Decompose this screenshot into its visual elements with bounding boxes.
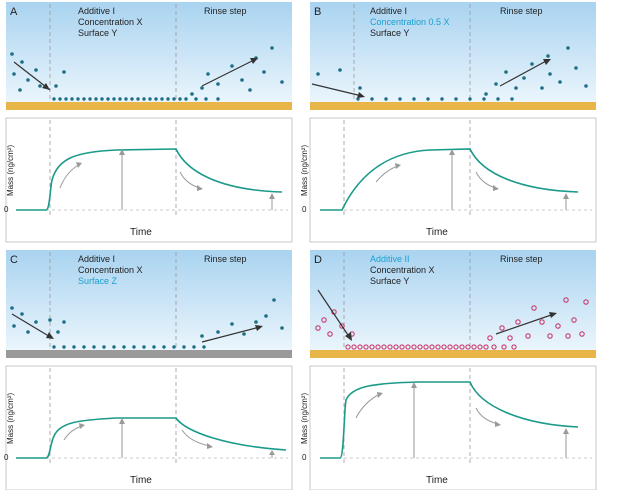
panel-letter: B <box>314 6 322 18</box>
particles <box>315 297 589 341</box>
rinse-label: Rinse step <box>500 6 543 16</box>
surface-label: Surface Y <box>370 276 410 286</box>
panel-c: C Additive I Concentration X Surface Z R… <box>4 250 293 490</box>
surface-gold <box>6 102 292 110</box>
x-axis-label: Time <box>426 227 448 238</box>
particles <box>10 298 284 338</box>
additive-label: Additive I <box>370 6 408 16</box>
adsorbed-layer <box>52 345 206 349</box>
adsorption-arrow <box>13 61 51 91</box>
panel-a: A Additive I Concentration X Surface Y R… <box>4 2 293 243</box>
chart-frame <box>309 117 597 243</box>
desorption-arrow <box>499 59 549 87</box>
y-axis-label: Mass (ng/cm²) <box>300 144 309 196</box>
concentration-label: Concentration X <box>370 265 435 275</box>
y-axis-label: Mass (ng/cm²) <box>6 392 15 444</box>
panel-c-svg <box>5 250 293 490</box>
surface-label: Surface Z <box>78 276 118 286</box>
zero-label: 0 <box>302 453 307 462</box>
panel-d: D Additive II Concentration X Surface Y … <box>300 250 597 490</box>
chart-frame <box>5 365 293 490</box>
panel-b: B Additive I Concentration 0.5 X Surface… <box>300 2 597 243</box>
desorption-arrow <box>201 326 261 343</box>
rinse-label: Rinse step <box>500 254 543 264</box>
solution-region <box>6 2 292 102</box>
chart-frame <box>5 117 293 243</box>
surface-label: Surface Y <box>78 28 118 38</box>
x-axis-label: Time <box>426 475 448 486</box>
x-axis-label: Time <box>130 475 152 486</box>
desorption-arrow <box>201 58 257 87</box>
additive-label: Additive I <box>78 6 116 16</box>
rinse-label: Rinse step <box>204 6 247 16</box>
panel-d-svg <box>309 250 597 490</box>
mass-curve <box>16 417 287 459</box>
adsorption-arrow <box>311 83 363 97</box>
x-axis-label: Time <box>130 227 152 238</box>
additive-label: Additive II <box>370 254 410 264</box>
zero-label: 0 <box>302 205 307 214</box>
panel-b-svg <box>309 2 597 243</box>
panel-letter: D <box>314 254 322 266</box>
adsorption-arrow <box>317 289 351 339</box>
mass-curve <box>16 148 283 211</box>
adsorbed-layer <box>345 344 517 350</box>
mass-curve <box>320 148 579 211</box>
panel-letter: A <box>10 6 18 18</box>
particles <box>10 46 284 96</box>
concentration-label: Concentration X <box>78 265 143 275</box>
surface-gray <box>6 350 292 358</box>
additive-label: Additive I <box>78 254 116 264</box>
particles <box>316 46 588 96</box>
panel-letter: C <box>10 254 18 266</box>
surface-label: Surface Y <box>370 28 410 38</box>
rinse-label: Rinse step <box>204 254 247 264</box>
desorption-arrow <box>495 313 555 335</box>
adsorbed-layer <box>52 97 220 101</box>
adsorbed-layer <box>356 97 514 101</box>
mass-curve <box>320 381 579 459</box>
panel-a-svg <box>5 2 293 243</box>
zero-label: 0 <box>4 205 9 214</box>
concentration-label: Concentration X <box>78 17 143 27</box>
adsorption-arrow <box>11 313 53 339</box>
solution-region <box>310 250 596 350</box>
surface-gold <box>310 350 596 358</box>
y-axis-label: Mass (ng/cm²) <box>300 392 309 444</box>
zero-label: 0 <box>4 453 9 462</box>
concentration-label: Concentration 0.5 X <box>370 17 450 27</box>
y-axis-label: Mass (ng/cm²) <box>6 144 15 196</box>
solution-region <box>310 2 596 102</box>
surface-gold <box>310 102 596 110</box>
chart-frame <box>309 365 597 490</box>
